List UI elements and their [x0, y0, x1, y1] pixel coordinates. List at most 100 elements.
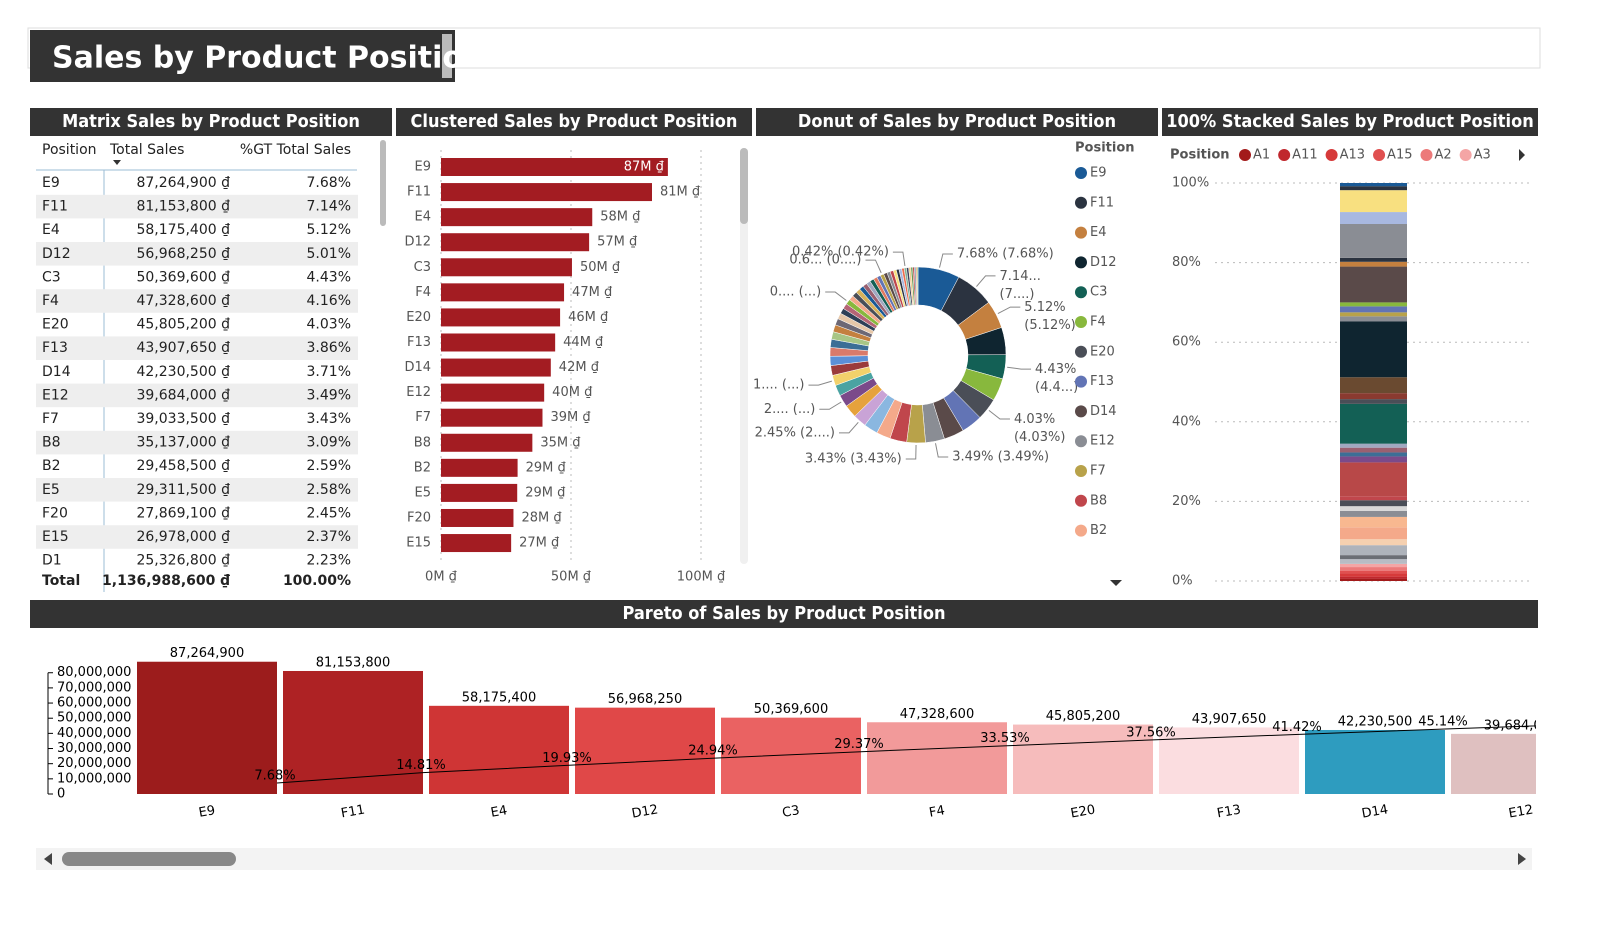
- bar-segment: [1340, 312, 1407, 317]
- data-label: 28M ₫: [521, 510, 562, 525]
- legend-marker: [1075, 405, 1087, 418]
- matrix-title: Matrix Sales by Product Position: [62, 111, 360, 132]
- bar-segment: [1340, 447, 1407, 453]
- bar: [721, 717, 861, 794]
- cell: 50,369,600 ₫: [136, 269, 230, 285]
- leader-line: [819, 401, 842, 410]
- data-label: 7.68%: [254, 768, 295, 783]
- legend-marker: [1075, 435, 1087, 448]
- cell: D1: [42, 553, 62, 569]
- bar-segment: [1340, 261, 1407, 267]
- y-tick-label: D12: [404, 235, 431, 250]
- y-tick-label: B2: [414, 460, 431, 475]
- legend-label: D14: [1090, 404, 1117, 419]
- bar: [283, 670, 423, 794]
- scrollbar-thumb[interactable]: [740, 148, 748, 224]
- bar: [429, 705, 569, 794]
- legend-scroll-arrow[interactable]: [1110, 580, 1122, 586]
- y-tick-label: D14: [404, 360, 431, 375]
- sort-arrow[interactable]: [113, 160, 121, 165]
- cell: E15: [42, 529, 69, 545]
- y-tick-label: 30,000,000: [57, 741, 131, 756]
- title-accent: [442, 34, 452, 78]
- bar-segment: [1340, 539, 1407, 546]
- bar-segment: [1340, 500, 1407, 507]
- bar-segment: [1340, 570, 1407, 574]
- legend-marker: [1373, 149, 1386, 161]
- cell: 5.12%: [307, 222, 351, 238]
- data-label: 81M ₫: [660, 185, 701, 200]
- panel-header: [396, 108, 752, 136]
- legend-label: E4: [1090, 225, 1107, 240]
- y-tick-label: E9: [415, 160, 432, 175]
- data-label: 46M ₫: [568, 310, 609, 325]
- data-label: 24.94%: [688, 744, 738, 759]
- x-tick-label: E20: [1070, 802, 1097, 821]
- bar: [441, 383, 545, 402]
- x-tick-label: D12: [631, 802, 660, 821]
- y-tick-label: 40,000,000: [57, 726, 131, 741]
- pareto-plot: 87,264,900 81,153,800 58,175,400 56,968,250…: [137, 646, 1536, 794]
- bar-segment: [1340, 563, 1407, 568]
- cell: 39,033,500 ₫: [136, 411, 230, 427]
- data-label: 3.49% (3.49%): [952, 450, 1049, 465]
- bar-segment: [1340, 257, 1407, 262]
- data-label: 47M ₫: [572, 285, 613, 300]
- data-label: 50M ₫: [580, 260, 621, 275]
- bar-segment: [1340, 186, 1407, 191]
- bar: [441, 333, 556, 352]
- leader-line: [825, 291, 847, 301]
- scrollbar-thumb[interactable]: [62, 852, 236, 866]
- title-frame: [27, 27, 1541, 69]
- x-tick-label: F13: [1216, 803, 1242, 822]
- data-label: 47,328,600: [900, 707, 974, 722]
- cell: 25,326,800 ₫: [136, 553, 230, 569]
- bar-segment: [1340, 510, 1407, 517]
- legend-scroll-arrow[interactable]: [1519, 149, 1525, 161]
- bar: [575, 707, 715, 794]
- chart-title: 100% Stacked Sales by Product Position: [1166, 111, 1533, 132]
- bar: [441, 258, 572, 277]
- scroll-right[interactable]: [1518, 853, 1526, 865]
- cell: E20: [42, 317, 69, 333]
- legend-label: F13: [1090, 374, 1114, 389]
- y-tick-label: 10,000,000: [57, 771, 131, 786]
- legend-marker: [1278, 149, 1291, 161]
- bar: [1451, 733, 1536, 794]
- data-label: 50,369,600: [754, 702, 828, 717]
- scroll-left[interactable]: [44, 853, 52, 865]
- data-label: 0.6... (0....): [789, 253, 861, 268]
- column-header: %GT Total Sales: [240, 142, 351, 158]
- pareto-line: [276, 725, 1536, 784]
- cell: 27,869,100 ₫: [136, 505, 230, 521]
- total-cell: 1,136,988,600 ₫: [102, 573, 230, 589]
- scrollbar-thumb[interactable]: [380, 140, 386, 226]
- row-band: [36, 194, 358, 219]
- x-tick-label: C3: [781, 803, 801, 821]
- y-tick-label: F13: [407, 335, 431, 350]
- panel-header: [30, 600, 1538, 628]
- legend-marker: [1420, 149, 1433, 161]
- data-label: 35M ₫: [540, 435, 581, 450]
- cell: 2.45%: [307, 505, 351, 521]
- y-tick-label: 60%: [1172, 335, 1201, 350]
- bar: [441, 458, 518, 477]
- bar-segment: [1340, 321, 1407, 378]
- legend-label: A3: [1474, 148, 1491, 163]
- legend-marker: [1075, 345, 1087, 358]
- legend-label: F11: [1090, 195, 1114, 210]
- legend-marker: [1075, 316, 1087, 328]
- cell: 5.01%: [307, 246, 351, 262]
- bar-segment: [1340, 190, 1407, 213]
- y-tick-label: 80,000,000: [57, 665, 131, 680]
- cell: 47,328,600 ₫: [136, 293, 230, 309]
- data-label: 27M ₫: [519, 536, 560, 551]
- column-header: Position: [42, 142, 97, 158]
- data-label: 41.42%: [1272, 720, 1322, 735]
- legend-label: C3: [1090, 285, 1107, 300]
- bar: [441, 183, 652, 202]
- y-tick-label: F4: [415, 285, 431, 300]
- cell: 7.68%: [307, 175, 351, 191]
- legend-label: A11: [1292, 148, 1317, 163]
- cell: F7: [42, 411, 59, 427]
